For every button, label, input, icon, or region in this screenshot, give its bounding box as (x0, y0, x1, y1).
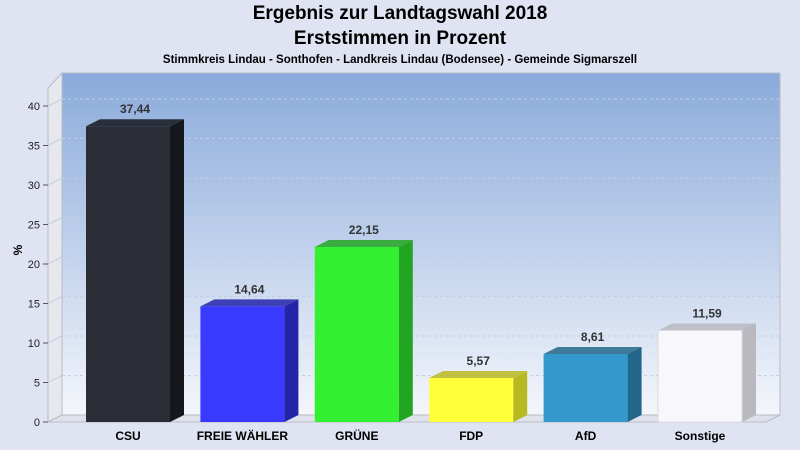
plot-left-wall (47, 71, 63, 423)
y-tick-label: 30 (28, 180, 40, 192)
bar-csu (86, 119, 184, 422)
bar-side (513, 370, 528, 422)
bar-freie-wähler (200, 299, 299, 422)
chart-caption: Stimmkreis Lindau - Sonthofen - Landkrei… (162, 54, 638, 66)
value-label: 14,64 (234, 282, 264, 296)
bar-top (543, 346, 642, 354)
bar-afd (543, 346, 642, 422)
y-tick-label: 25 (28, 220, 40, 232)
grid-lines (47, 98, 780, 383)
grid-line-side (47, 335, 63, 344)
category-labels: CSU FREIE WÄHLER GRÜNE FDP AfD Sonstige (115, 428, 725, 443)
y-tick-label: 15 (28, 299, 40, 311)
y-tick-label: 10 (28, 338, 40, 350)
category-label: AfD (575, 429, 597, 443)
grid-line-side (47, 138, 63, 146)
value-label: 8,61 (581, 330, 605, 344)
bar-top (200, 299, 299, 307)
value-label: 37,44 (120, 102, 150, 116)
bars (86, 119, 756, 423)
bar-top (86, 119, 184, 127)
bar-side (398, 240, 413, 422)
value-label: 11,59 (692, 306, 722, 320)
value-label: 5,57 (467, 354, 491, 368)
grid-line-side (47, 296, 63, 304)
y-axis-label: % (11, 244, 25, 255)
bar-top (429, 370, 528, 378)
category-label: FDP (459, 429, 483, 443)
bar-front (657, 329, 743, 423)
grid-line-side (47, 375, 63, 383)
category-label: FREIE WÄHLER (197, 428, 289, 443)
y-tick-label: 0 (34, 417, 40, 429)
chart-title: Ergebnis zur Landtagswahl 2018 (252, 3, 548, 24)
y-tick-label: 20 (28, 259, 40, 271)
bar-grüne (314, 240, 413, 422)
bar-front (543, 353, 628, 422)
y-axis-ticks: 0 5 10 15 20 25 30 35 40 (28, 101, 48, 429)
bar-top (658, 323, 756, 331)
value-labels: 37,44 14,64 22,15 5,57 8,61 11,59 (120, 102, 722, 368)
chart-subtitle: Erststimmen in Prozent (293, 28, 507, 49)
bar-front (200, 306, 285, 422)
bar-top (314, 240, 413, 248)
category-label: CSU (115, 429, 140, 443)
grid-line-side (47, 177, 63, 186)
grid-line-side (47, 256, 63, 265)
bar-front (86, 126, 170, 422)
y-tick-label: 35 (28, 141, 40, 153)
bar-sonstige (657, 323, 756, 423)
bar-side (170, 119, 184, 422)
bar-front (314, 247, 399, 422)
y-tick-label: 5 (34, 378, 40, 390)
grid-line-side (47, 98, 63, 107)
bar-front (429, 377, 514, 422)
bar-side (627, 346, 642, 422)
category-label: GRÜNE (335, 428, 378, 443)
grid-line-side (47, 217, 63, 225)
bar-side (742, 323, 756, 422)
bar-fdp (429, 370, 528, 422)
category-label: Sonstige (675, 429, 726, 443)
value-label: 22,15 (349, 223, 379, 237)
y-tick-label: 40 (28, 101, 40, 113)
bar-side (284, 299, 299, 422)
